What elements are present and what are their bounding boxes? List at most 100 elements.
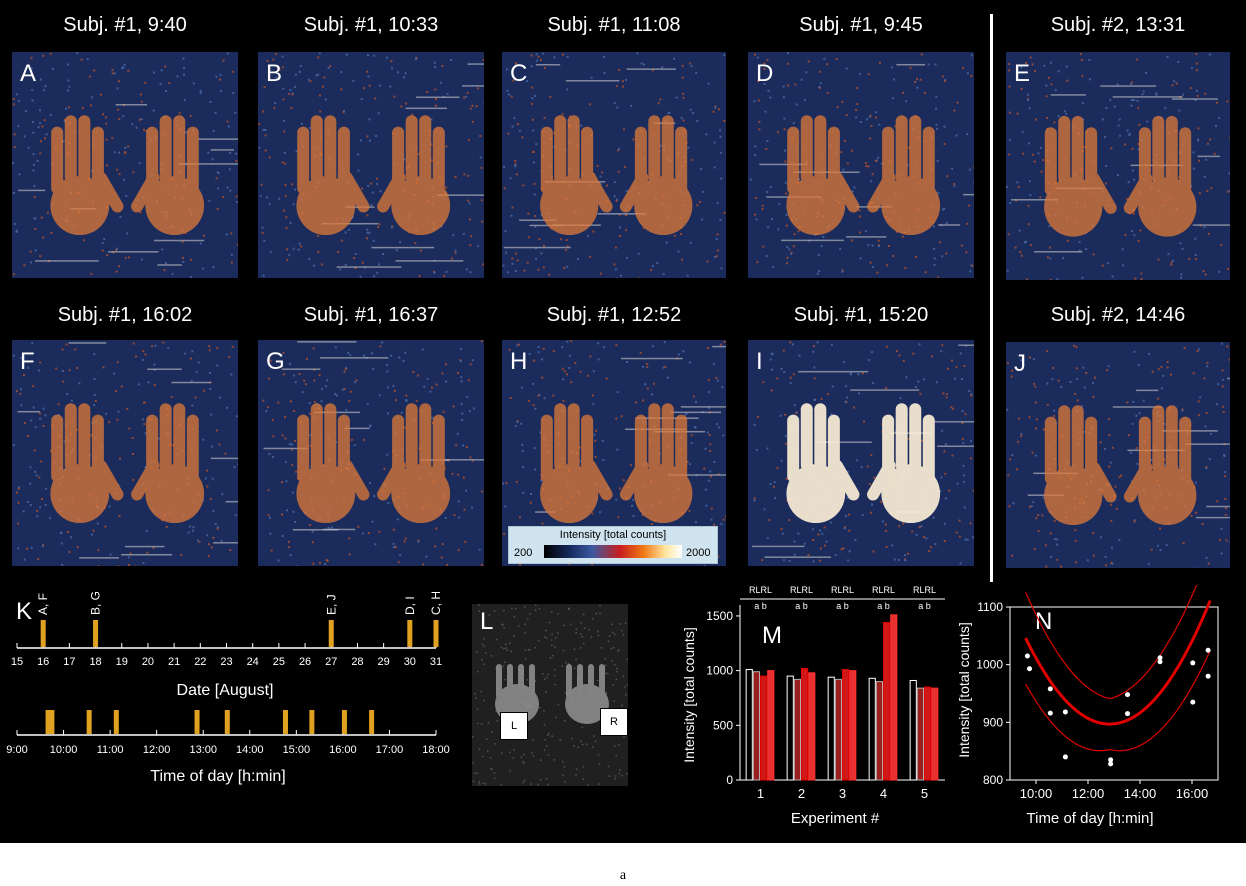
date-tick-label: 28 — [351, 656, 363, 668]
m-xtick-label: 2 — [798, 786, 805, 801]
panel-image-j: J — [1006, 342, 1230, 568]
m-ytick-label: 0 — [726, 773, 733, 787]
panel-title-h: Subj. #1, 12:52 — [546, 304, 682, 326]
colorbar-title: Intensity [total counts] — [560, 529, 666, 541]
time-event-bar — [282, 710, 288, 734]
m-bar — [745, 669, 753, 781]
panel-title-f: Subj. #1, 16:02 — [57, 304, 193, 326]
date-event-label: D, I — [403, 596, 417, 615]
date-event-bar — [328, 620, 334, 647]
m-bar — [786, 675, 794, 781]
time-event-bar — [309, 710, 315, 734]
hands-d — [786, 115, 941, 236]
n-point — [1125, 711, 1131, 717]
m-group-sub-label: a b — [836, 601, 849, 611]
n-point — [1062, 709, 1068, 715]
n-ytick-label: 1100 — [977, 600, 1003, 614]
panel-title-a: Subj. #1, 9:40 — [63, 14, 187, 36]
m-bar — [767, 670, 775, 781]
m-bar — [849, 670, 857, 781]
panel-letter-g: G — [266, 348, 285, 375]
hands-e — [1044, 115, 1197, 237]
panel-image-g: G — [258, 340, 484, 566]
panel-letter-h: H — [510, 348, 528, 375]
m-group-top-label: RLRL — [913, 585, 936, 595]
n-point — [1047, 686, 1053, 692]
panel-title-b: Subj. #1, 10:33 — [303, 14, 439, 36]
n-xtick-label: 16:00 — [1176, 786, 1209, 801]
m-group-top-label: RLRL — [790, 585, 813, 595]
date-event-label: C, H — [429, 591, 443, 615]
date-tick-label: 20 — [142, 656, 154, 668]
date-event-bar — [407, 620, 413, 647]
m-bar — [875, 681, 883, 781]
m-bar — [883, 622, 891, 781]
panel-letter-n: N — [1035, 608, 1052, 635]
n-point — [1108, 761, 1114, 767]
date-tick-label: 25 — [273, 656, 285, 668]
m-bar — [924, 686, 932, 781]
m-bar — [842, 669, 850, 781]
panel-image-i: I — [748, 340, 974, 566]
panel-image-d: D — [748, 52, 974, 278]
panel-letter-a: A — [20, 60, 37, 87]
figure: Subj. #1, 9:40 A Subj. #1, 10:33 B Subj. #1,… — [0, 0, 1246, 843]
date-tick-label: 16 — [37, 656, 49, 668]
n-xtick-label: 12:00 — [1072, 786, 1105, 801]
date-tick-label: 31 — [430, 656, 442, 668]
date-tick-label: 23 — [220, 656, 232, 668]
time-tick-label: 12:00 — [143, 744, 171, 756]
left-hand-box: L — [500, 712, 528, 740]
n-plot-frame — [1009, 606, 1219, 781]
time-tick-label: 16:00 — [329, 744, 357, 756]
m-group-top-label: RLRL — [872, 585, 895, 595]
hands-f — [50, 403, 205, 524]
n-point — [1047, 710, 1053, 716]
panel-title-i: Subj. #1, 15:20 — [793, 304, 929, 326]
m-ylabel: Intensity [total counts] — [681, 627, 697, 762]
m-xlabel: Experiment # — [791, 810, 880, 827]
panel-image-e: E — [1006, 52, 1230, 280]
time-event-bar — [86, 710, 92, 734]
n-ylabel: Intensity [total counts] — [956, 622, 972, 757]
hands-j — [1044, 405, 1197, 526]
time-tick-label: 13:00 — [189, 744, 217, 756]
panel-letter-b: B — [266, 60, 283, 87]
panel-letter-j: J — [1014, 350, 1026, 377]
panel-title-e: Subj. #2, 13:31 — [1050, 14, 1186, 36]
date-event-label: E, J — [324, 594, 338, 615]
m-group-sub-label: a b — [918, 601, 931, 611]
m-group-sub-label: a b — [754, 601, 767, 611]
time-tick-label: 17:00 — [376, 744, 404, 756]
date-tick-label: 17 — [63, 656, 75, 668]
date-event-bar — [93, 620, 99, 647]
date-tick-label: 30 — [404, 656, 416, 668]
panel-image-f: F — [12, 340, 238, 566]
n-xtick-label: 10:00 — [1020, 786, 1053, 801]
colorbar: Intensity [total counts] 200 2000 — [508, 526, 718, 564]
panel-letter-c: C — [510, 60, 528, 87]
m-group-top-label: RLRL — [831, 585, 854, 595]
time-event-bar — [49, 710, 55, 734]
time-event-bar — [224, 710, 230, 734]
panel-title-c: Subj. #1, 11:08 — [547, 14, 681, 36]
time-event-bar — [45, 710, 51, 734]
time-event-bar — [341, 710, 347, 734]
m-ytick-label: 1500 — [706, 609, 733, 623]
m-bar — [752, 671, 760, 781]
n-point — [1190, 699, 1196, 705]
date-tick-label: 29 — [378, 656, 390, 668]
time-tick-label: 18:00 — [422, 744, 450, 756]
n-ytick-label: 1000 — [976, 658, 1003, 672]
time-tick-label: 15:00 — [283, 744, 311, 756]
panel-letter-l: L — [480, 608, 494, 635]
right-hand-box: R — [600, 708, 628, 736]
panel-letter-m: M — [762, 622, 782, 649]
date-tick-label: 24 — [247, 656, 259, 668]
m-bar — [808, 672, 816, 781]
time-tick-label: 14:00 — [236, 744, 264, 756]
panel-letter-k: K — [16, 598, 32, 625]
date-event-label: B, G — [89, 591, 103, 615]
date-event-bar — [433, 620, 439, 647]
n-xlabel: Time of day [h:min] — [1027, 810, 1154, 827]
